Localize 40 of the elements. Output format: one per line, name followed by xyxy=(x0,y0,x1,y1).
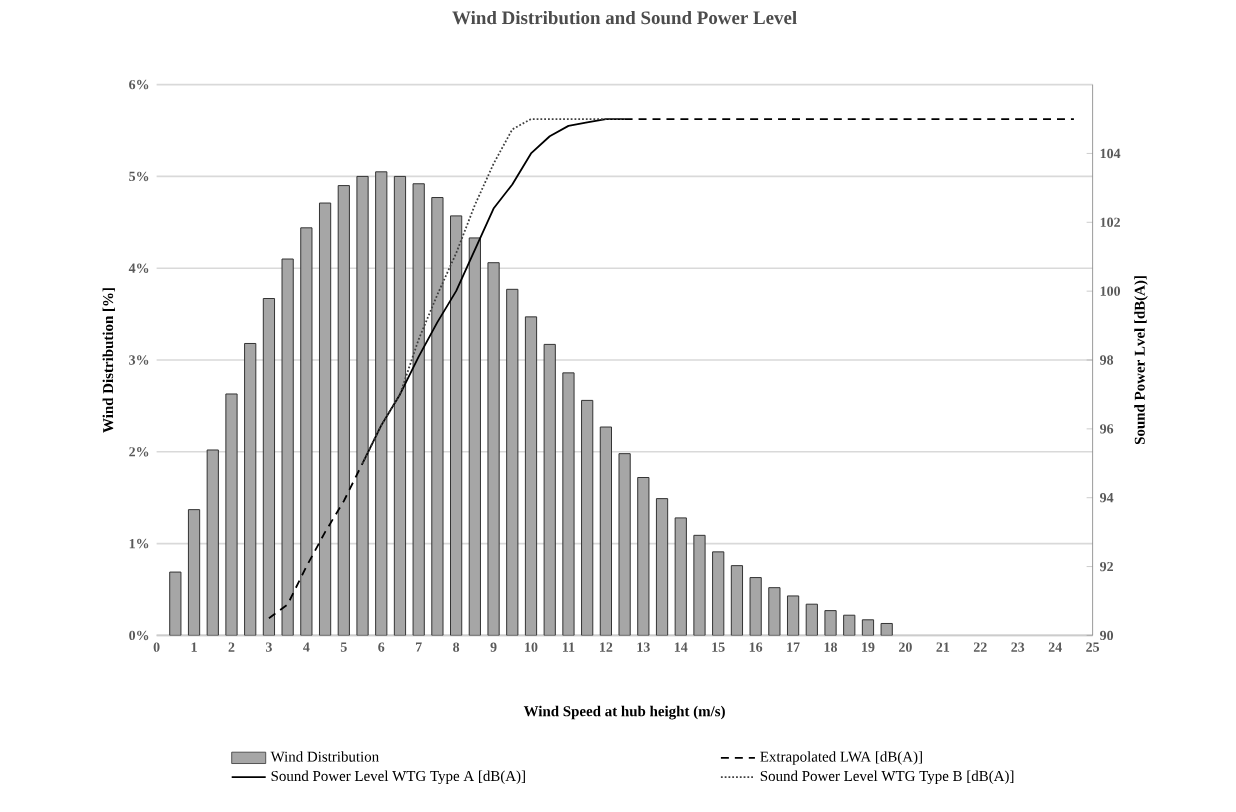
bar xyxy=(356,175,369,636)
bar xyxy=(206,449,219,636)
bar xyxy=(880,622,893,636)
bar xyxy=(468,237,481,636)
bar xyxy=(318,202,332,636)
bar xyxy=(431,197,444,636)
bar xyxy=(506,288,519,636)
bar xyxy=(375,171,388,636)
bar xyxy=(618,453,631,636)
bar xyxy=(805,603,818,636)
bar xyxy=(824,610,837,636)
bar xyxy=(262,298,276,636)
bar xyxy=(749,577,762,636)
bar xyxy=(843,614,856,636)
bar xyxy=(637,477,650,636)
bar xyxy=(861,619,875,636)
bar xyxy=(412,183,425,636)
bar xyxy=(581,399,594,636)
bar xyxy=(169,571,182,636)
bar xyxy=(768,587,781,636)
bar xyxy=(712,551,725,636)
bar xyxy=(655,498,669,636)
bar xyxy=(730,565,744,636)
bar xyxy=(524,316,538,636)
bar xyxy=(693,534,706,636)
bar xyxy=(393,175,407,636)
bar xyxy=(225,393,238,636)
bar xyxy=(244,342,257,636)
bar xyxy=(599,426,612,636)
bar xyxy=(786,595,800,636)
bar xyxy=(562,372,575,636)
chart-title: Wind Distribution and Sound Power Level xyxy=(452,10,797,25)
bar xyxy=(281,258,294,636)
bar xyxy=(187,509,201,636)
bar xyxy=(337,185,350,636)
bar xyxy=(674,517,687,636)
bar xyxy=(450,215,463,636)
bar xyxy=(543,343,556,636)
bar xyxy=(300,227,313,636)
bar xyxy=(487,262,500,636)
